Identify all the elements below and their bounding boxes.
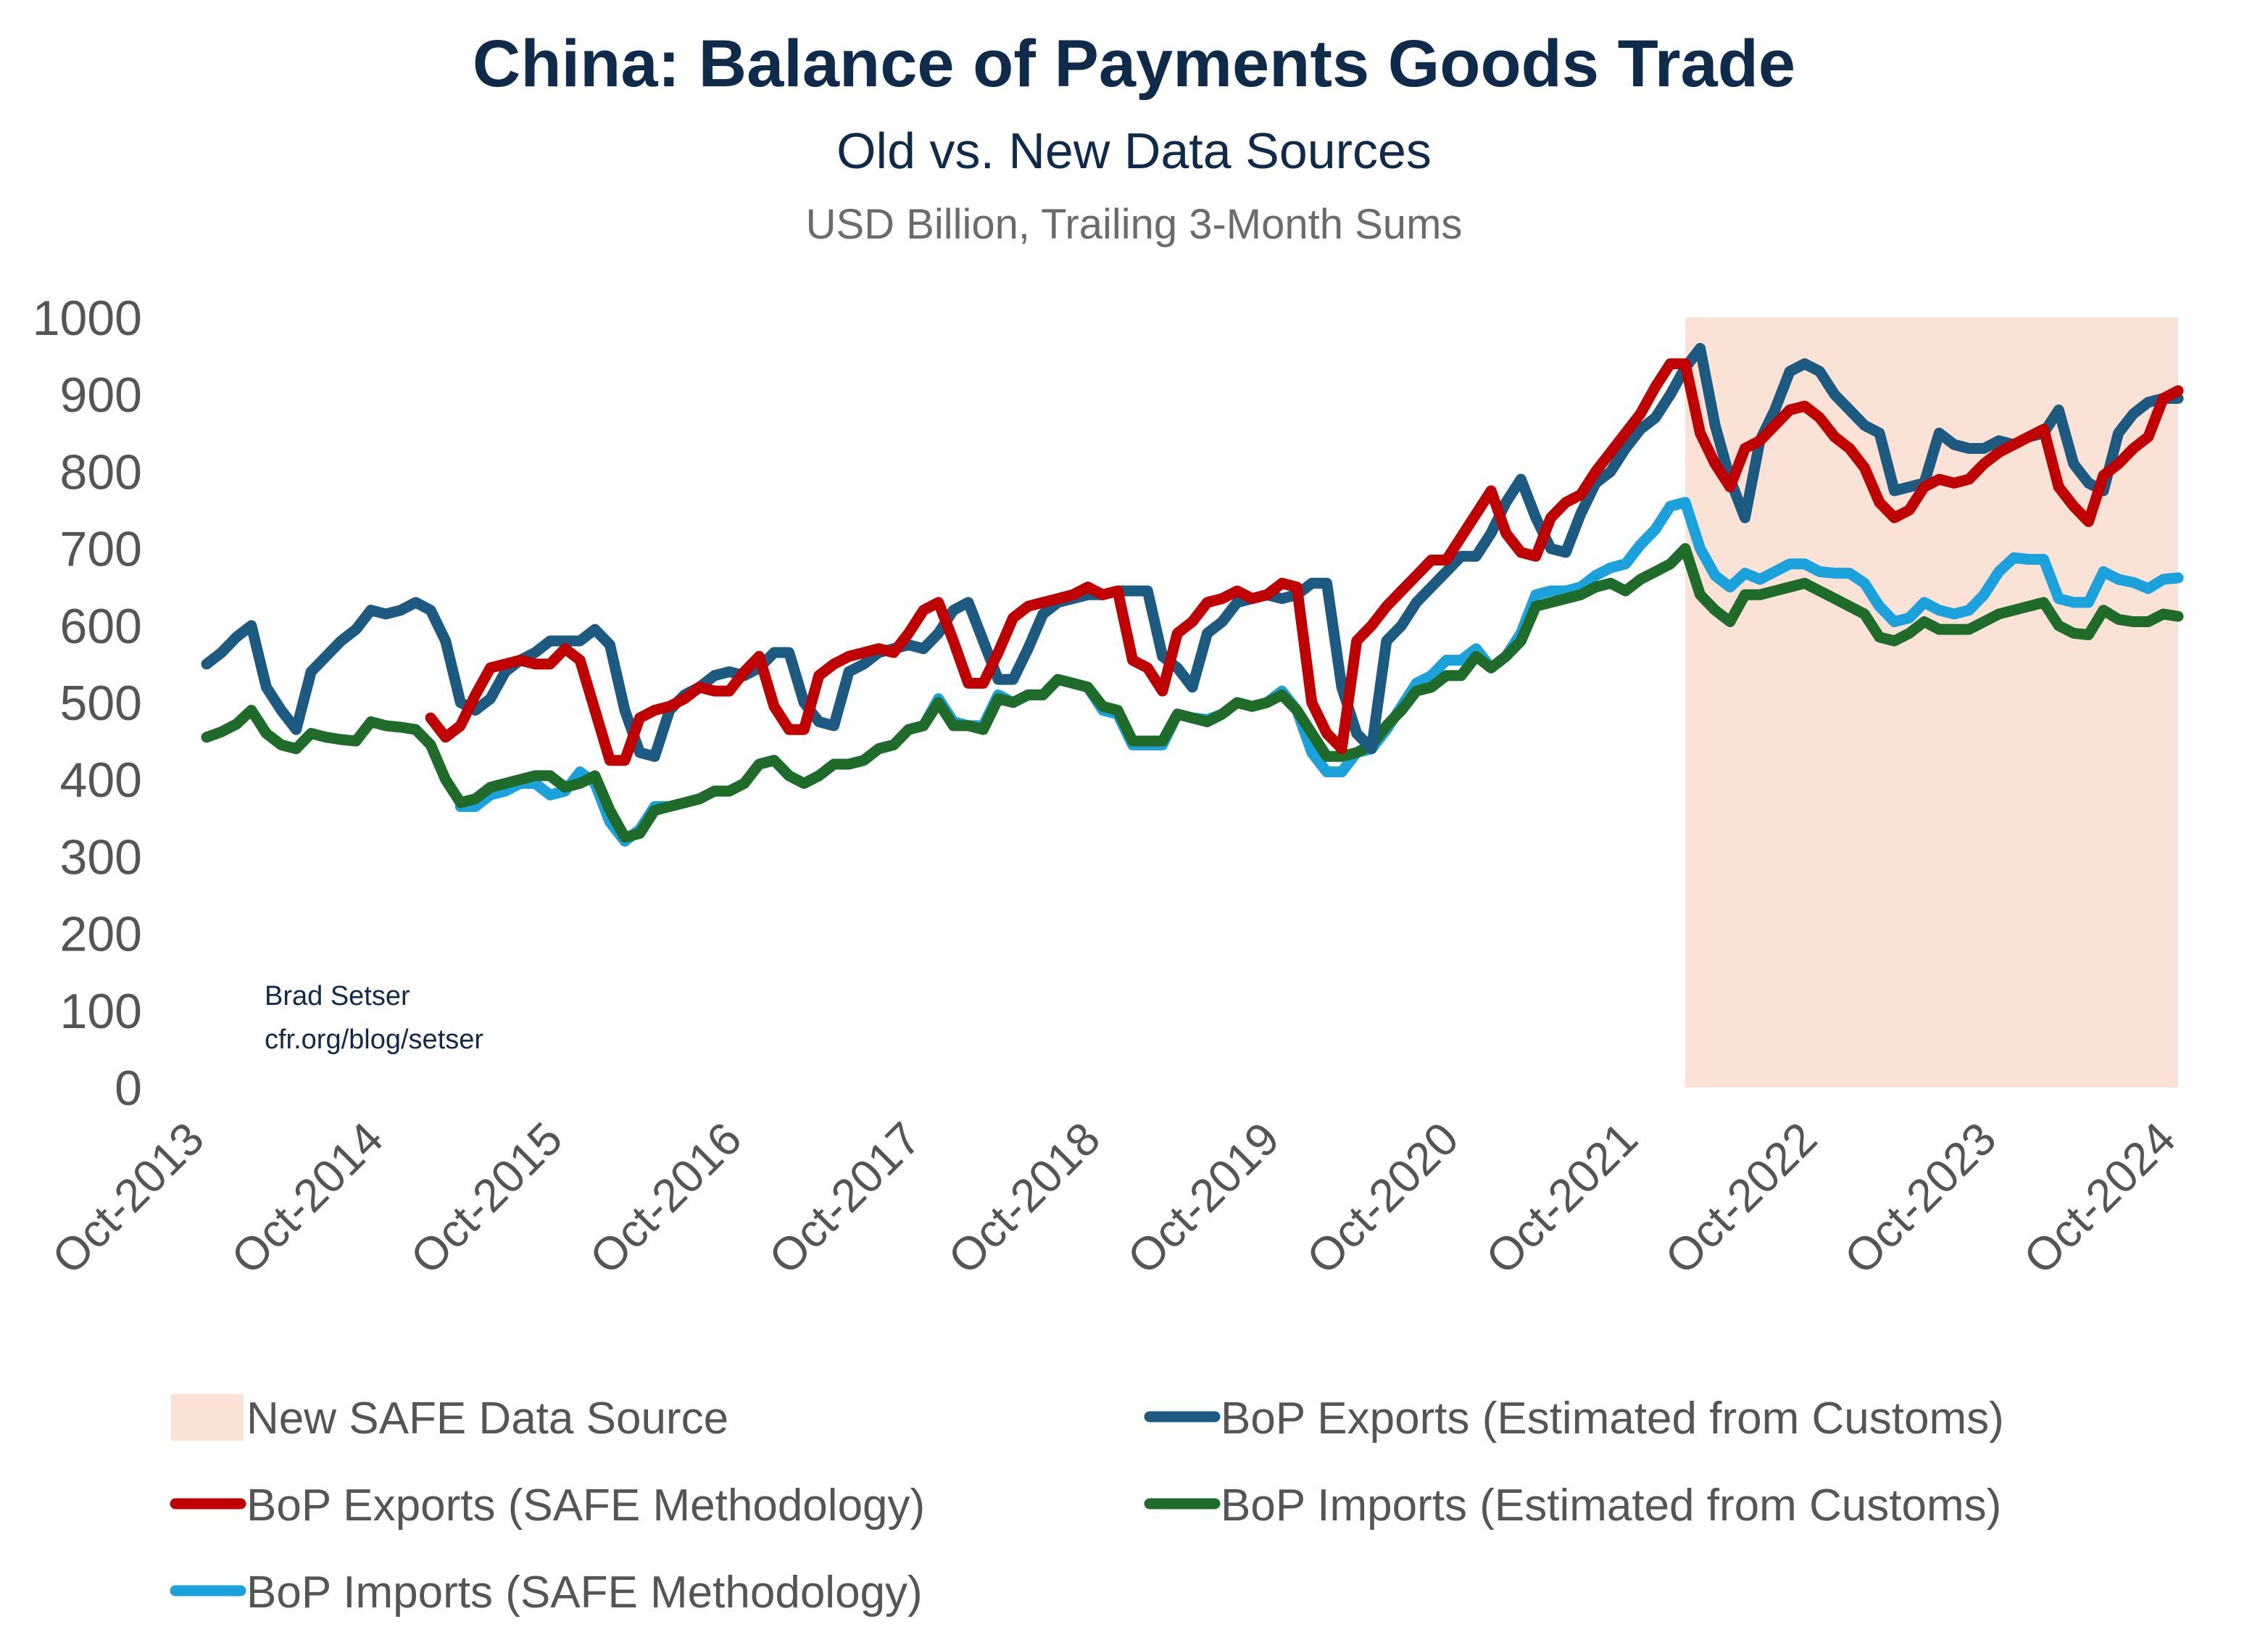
x-tick-label: Oct-2014 — [221, 1112, 393, 1284]
legend-item: New SAFE Data Source — [171, 1394, 728, 1444]
credit-url: cfr.org/blog/setser — [265, 1024, 483, 1055]
legend-label: New SAFE Data Source — [246, 1394, 728, 1444]
y-tick-label: 700 — [60, 522, 142, 577]
credit-author: Brad Setser — [265, 981, 410, 1011]
legend-label: BoP Imports (SAFE Methodology) — [246, 1568, 923, 1618]
y-tick-label: 400 — [60, 753, 142, 808]
chart-title: China: Balance of Payments Goods Trade — [472, 27, 1796, 101]
legend-label: BoP Imports (Estimated from Customs) — [1221, 1481, 2001, 1531]
x-tick-label: Oct-2020 — [1297, 1112, 1469, 1284]
x-tick-label: Oct-2023 — [1835, 1112, 2006, 1284]
y-tick-label: 300 — [60, 829, 142, 885]
x-tick-label: Oct-2024 — [2014, 1112, 2185, 1284]
y-tick-label: 100 — [60, 984, 142, 1039]
y-tick-label: 200 — [60, 907, 142, 962]
legend-label: BoP Exports (Estimated from Customs) — [1221, 1394, 2004, 1444]
x-tick-label: Oct-2016 — [580, 1112, 752, 1284]
series-line-bop-exports-safe-methodology — [425, 358, 2184, 766]
chart-units: USD Billion, Trailing 3-Month Sums — [805, 201, 1463, 248]
legend-item: BoP Imports (Estimated from Customs) — [1144, 1481, 2001, 1531]
x-tick-label: Oct-2022 — [1655, 1112, 1827, 1284]
x-tick-label: Oct-2021 — [1476, 1112, 1648, 1284]
x-tick-label: Oct-2018 — [938, 1112, 1110, 1284]
x-tick-label: Oct-2015 — [400, 1112, 572, 1284]
x-tick-label: Oct-2013 — [42, 1112, 214, 1284]
y-axis: 0 100 200 300 400 500 600 700 800 900 1000 — [33, 291, 142, 1116]
x-axis: Oct-2013 Oct-2014 Oct-2015 Oct-2016 Oct-2017… — [42, 1112, 2185, 1284]
x-tick-label: Oct-2019 — [1117, 1112, 1289, 1284]
y-tick-label: 0 — [115, 1061, 142, 1116]
legend-item: BoP Exports (SAFE Methodology) — [170, 1481, 925, 1531]
y-tick-label: 500 — [60, 676, 142, 731]
series-line-bop-exports-estimated-from-customs — [201, 343, 2184, 762]
legend-label: BoP Exports (SAFE Methodology) — [246, 1481, 925, 1531]
series-layer — [201, 343, 2184, 847]
y-tick-label: 800 — [60, 444, 142, 500]
legend-item: BoP Exports (Estimated from Customs) — [1144, 1394, 2004, 1444]
x-tick-label: Oct-2017 — [759, 1112, 931, 1284]
legend-item: BoP Imports (SAFE Methodology) — [170, 1568, 923, 1618]
y-tick-label: 900 — [60, 368, 142, 423]
series-line-bop-imports-estimated-from-customs — [201, 543, 2184, 843]
y-tick-label: 600 — [60, 599, 142, 654]
credit: Brad Setser cfr.org/blog/setser — [265, 981, 483, 1055]
chart-subtitle: Old vs. New Data Sources — [836, 123, 1432, 179]
legend: New SAFE Data Source BoP Exports (Estimat… — [170, 1394, 2004, 1618]
legend-swatch — [171, 1394, 244, 1441]
y-tick-label: 1000 — [33, 291, 142, 346]
